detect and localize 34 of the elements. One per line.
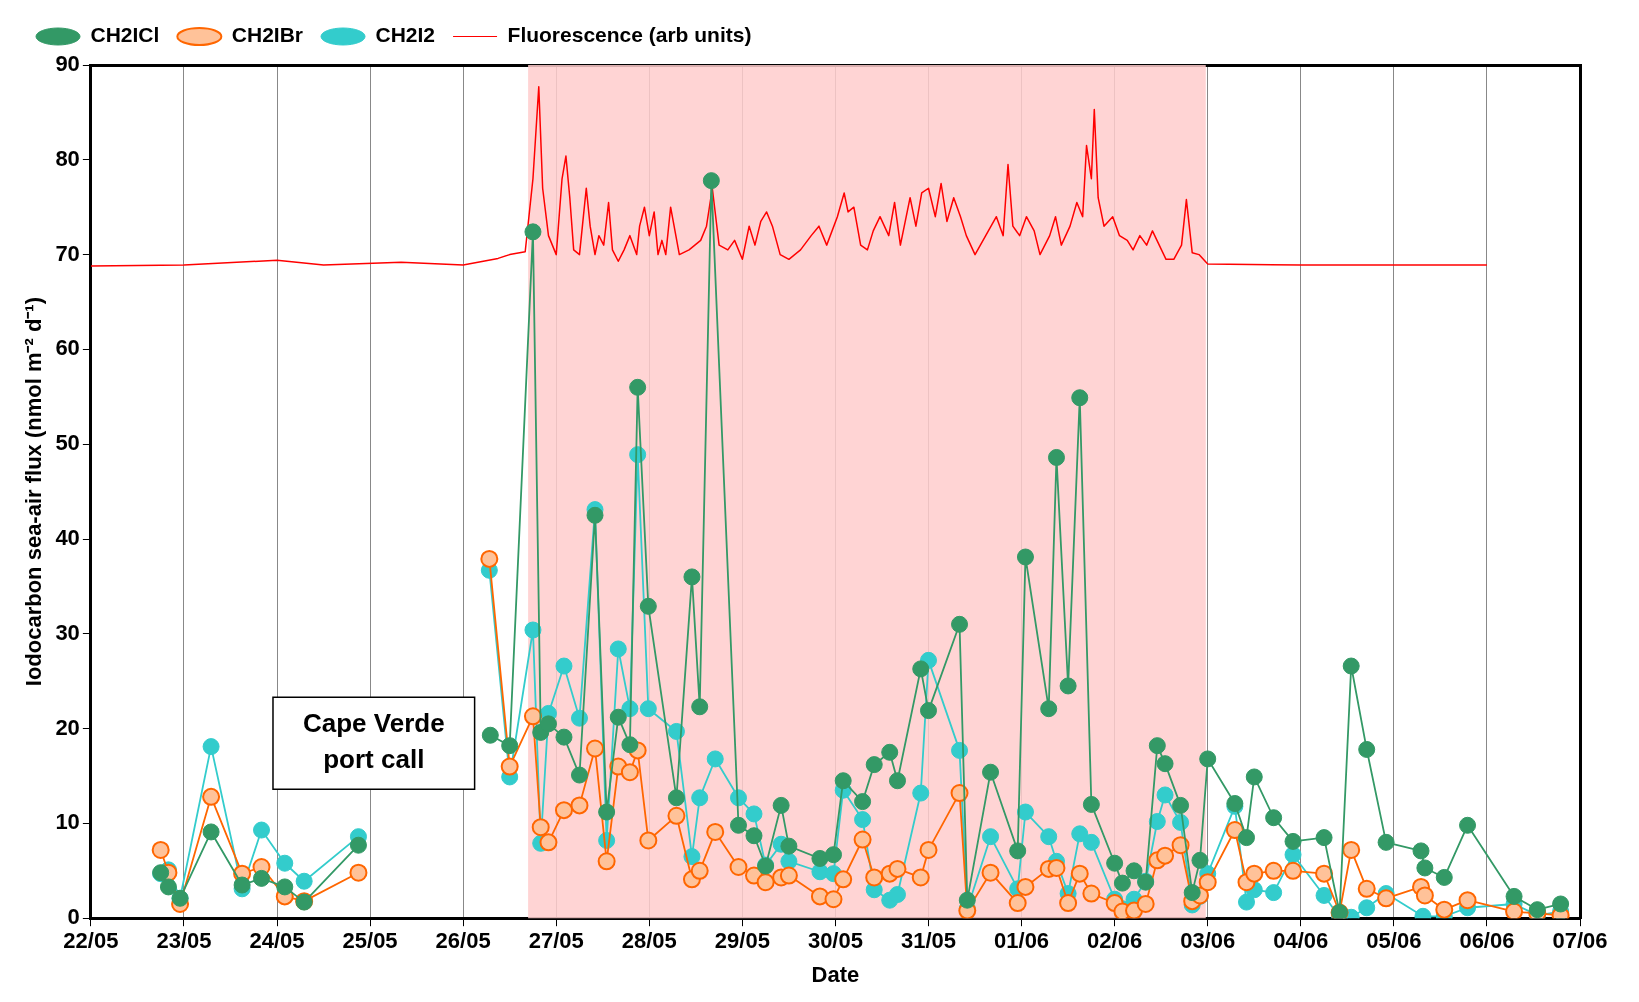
y-tick-label: 80 [55,145,80,171]
x-tick-label: 05/06 [1366,928,1422,954]
x-tick-label: 29/05 [714,928,770,954]
legend-label: CH2IBr [231,23,304,47]
x-tick-label: 28/05 [621,928,677,954]
y-tick-label: 10 [55,809,80,835]
x-axis-title: Date [811,961,860,987]
legend-label: Fluorescence (arb units) [507,23,752,47]
x-tick-label: 26/05 [435,928,491,954]
x-tick-label: 02/06 [1087,928,1143,954]
legend-label: CH2I2 [375,23,436,47]
y-tick-label: 70 [55,240,80,266]
annotation: Cape Verde port call [302,708,445,775]
x-tick-label: 06/06 [1459,928,1515,954]
legend-label: CH2ICl [90,23,160,47]
x-tick-label: 23/05 [156,928,212,954]
x-tick-label: 01/06 [994,928,1050,954]
y-axis-title: Iodocarbon sea-air flux (nmol m⁻² d⁻¹) [21,296,47,687]
x-tick-label: 31/05 [900,928,957,954]
x-tick-label: 04/06 [1273,928,1329,954]
x-tick-label: 27/05 [528,928,584,954]
y-tick-label: 60 [55,335,80,361]
x-tick-label: 24/05 [249,928,305,954]
y-tick-label: 0 [67,904,80,930]
y-tick-label: 30 [55,619,80,645]
x-tick-label: 25/05 [342,928,398,954]
y-tick-label: 20 [55,714,80,740]
x-tick-label: 30/05 [807,928,863,954]
x-tick-label: 03/06 [1180,928,1236,954]
y-tick-label: 90 [55,51,80,77]
y-tick-label: 40 [55,525,80,551]
x-tick-label: 22/05 [63,928,119,954]
y-tick-label: 50 [55,430,80,456]
x-tick-label: 07/06 [1552,928,1608,954]
